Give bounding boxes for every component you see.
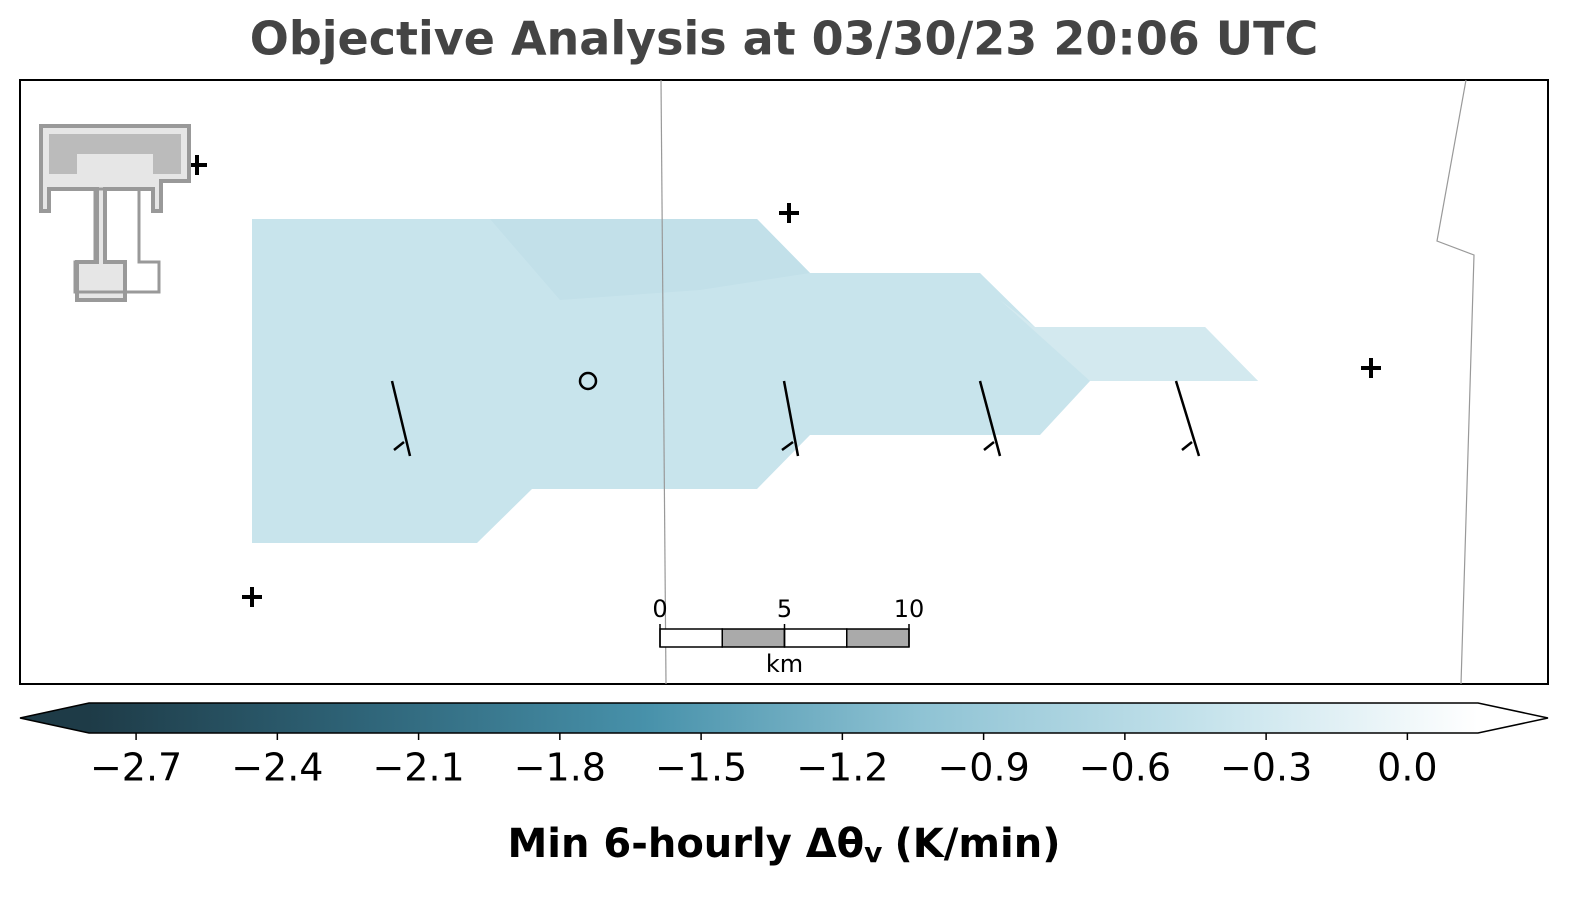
scale-tick-label: 10 xyxy=(894,595,925,623)
scale-tick-label: 0 xyxy=(652,595,667,623)
county-line xyxy=(1436,79,1475,685)
map: 0 5 10 km xyxy=(19,79,1549,685)
label-main: Min 6-hourly Δθ xyxy=(508,821,865,867)
analysis-contour xyxy=(1000,300,1258,381)
wind-barb xyxy=(390,380,412,457)
colorbar-tick-label: −2.7 xyxy=(90,746,182,790)
colorbar-tick-label: −1.2 xyxy=(796,746,888,790)
wind-barbs xyxy=(390,371,1201,457)
logo xyxy=(39,124,191,302)
title: Objective Analysis at 03/30/23 20:06 UTC xyxy=(250,12,1319,66)
colorbar-extend-low xyxy=(20,703,89,733)
label-sub: v xyxy=(864,836,882,869)
stations xyxy=(187,155,1381,607)
label-unit: (K/min) xyxy=(894,821,1060,867)
colorbar: −2.7 −2.4 −2.1 −1.8 −1.5 −1.2 −0.9 −0.6 −0.3 0.0 xyxy=(19,702,1549,790)
scale-tick-label: 5 xyxy=(777,595,792,623)
colorbar-tick-label: −2.1 xyxy=(372,746,464,790)
wind-barb xyxy=(1174,380,1201,457)
scale-segment xyxy=(659,628,723,648)
analysis-contour xyxy=(490,219,810,300)
scale-segment xyxy=(783,628,848,648)
colorbar-tick-label: −0.6 xyxy=(1079,746,1171,790)
colorbar-tick-label: 0.0 xyxy=(1377,746,1437,790)
colorbar-body xyxy=(89,703,1478,733)
colorbar-label: Min 6-hourly Δθv (K/min) xyxy=(508,821,1061,869)
wind-barb xyxy=(978,380,1002,457)
scale-unit: km xyxy=(766,650,803,678)
station-marker xyxy=(187,155,1381,607)
colorbar-tick-label: −0.9 xyxy=(937,746,1029,790)
calm-wind xyxy=(578,371,598,391)
scale-bar: 0 5 10 km xyxy=(652,595,924,678)
scale-segment xyxy=(846,628,910,648)
colorbar-tick-label: −1.8 xyxy=(514,746,606,790)
analysis-field xyxy=(252,219,1258,543)
colorbar-tick-label: −1.5 xyxy=(655,746,747,790)
county-line xyxy=(660,79,667,685)
wind-barb xyxy=(781,380,800,457)
colorbar-outline xyxy=(19,702,1549,734)
colorbar-tick-label: −2.4 xyxy=(231,746,323,790)
scale-segment xyxy=(721,628,786,648)
colorbar-tick-label: −0.3 xyxy=(1220,746,1312,790)
colorbar-extend-high xyxy=(1478,703,1548,733)
